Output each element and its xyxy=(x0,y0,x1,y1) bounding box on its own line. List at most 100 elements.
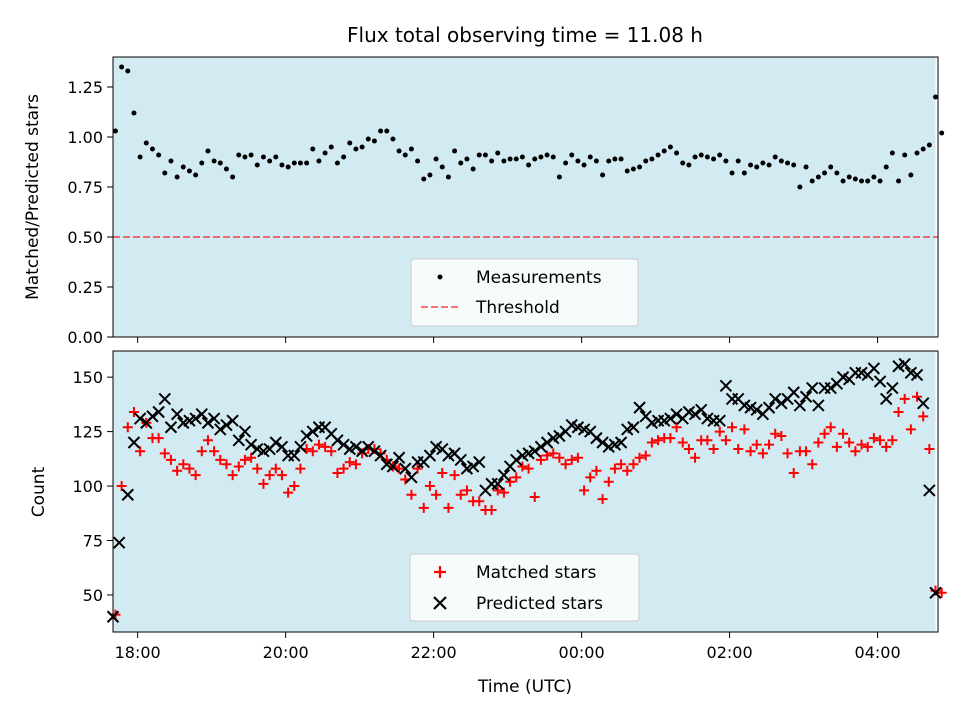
matched-star-point xyxy=(332,467,343,478)
top-y-tick-label: 1.25 xyxy=(67,78,103,97)
predicted-star-point xyxy=(910,368,924,382)
matched-star-point xyxy=(690,452,701,463)
measurement-point xyxy=(674,150,680,156)
measurement-point xyxy=(778,158,784,164)
measurement-point xyxy=(507,156,513,162)
matched-star-point xyxy=(560,459,571,470)
predicted-star-point xyxy=(528,444,541,458)
measurement-point xyxy=(408,146,414,152)
matched-star-point xyxy=(474,496,485,507)
predicted-star-point xyxy=(670,407,683,421)
measurement-point xyxy=(791,162,797,168)
matched-star-point xyxy=(239,454,250,465)
measurement-point xyxy=(482,152,488,158)
measurement-point xyxy=(569,152,575,158)
measurement-point xyxy=(896,178,902,184)
measurement-point xyxy=(754,164,760,170)
measurement-point xyxy=(285,164,291,170)
predicted-star-point xyxy=(399,462,412,475)
measurement-point xyxy=(365,136,371,142)
predicted-star-point xyxy=(596,436,609,449)
bottom-legend: Matched stars Predicted stars xyxy=(409,553,640,622)
matched-star-point xyxy=(609,463,620,474)
predicted-star-point xyxy=(929,586,942,599)
matched-star-point xyxy=(640,450,651,461)
predicted-star-point xyxy=(688,407,702,421)
predicted-star-point xyxy=(898,357,911,371)
predicted-star-point xyxy=(799,390,813,403)
matched-star-point xyxy=(653,435,664,446)
legend-matched-label: Matched stars xyxy=(476,563,596,583)
predicted-star-point xyxy=(386,460,400,473)
measurement-point xyxy=(452,148,458,154)
measurement-point xyxy=(125,68,131,74)
measurement-point xyxy=(119,64,125,70)
measurement-point xyxy=(458,160,464,166)
measurement-point xyxy=(815,174,821,180)
bottom-plot-content xyxy=(106,357,947,623)
matched-star-point xyxy=(782,448,793,459)
predicted-star-point xyxy=(762,401,776,414)
measurement-point xyxy=(692,154,698,160)
measurement-point xyxy=(162,170,168,176)
measurement-point xyxy=(760,160,766,166)
bottom-panel: 50 75 100 125 150 18:00 20:00 22:00 00:00 02:00 0… xyxy=(29,350,947,697)
predicted-star-point xyxy=(244,438,258,451)
predicted-star-point xyxy=(269,436,282,449)
measurement-point xyxy=(587,154,593,160)
matched-star-point xyxy=(431,489,442,500)
matched-star-point xyxy=(505,476,516,487)
measurement-point xyxy=(236,152,242,158)
matched-star-point xyxy=(492,485,503,496)
predicted-star-point xyxy=(491,477,504,491)
predicted-star-point xyxy=(349,440,363,454)
predicted-star-point xyxy=(195,407,208,421)
matched-star-point xyxy=(418,502,429,513)
measurement-point xyxy=(846,174,852,180)
matched-star-point xyxy=(708,444,719,455)
chart-title: Flux total observing time = 11.08 h xyxy=(347,23,703,47)
predicted-star-point xyxy=(769,392,782,406)
measurement-point xyxy=(421,176,427,182)
predicted-star-point xyxy=(275,440,289,454)
predicted-star-point xyxy=(473,455,486,469)
top-legend: Measurements Threshold xyxy=(410,258,639,327)
matched-star-point xyxy=(233,461,244,472)
predicted-star-point xyxy=(189,412,202,425)
measurement-point xyxy=(445,174,451,180)
measurement-point xyxy=(883,164,889,170)
measurement-point xyxy=(384,128,390,134)
matched-star-point xyxy=(702,435,713,446)
measurement-point xyxy=(538,154,544,160)
matched-star-point xyxy=(165,454,176,465)
predicted-star-point xyxy=(306,425,319,438)
bottom-x-tick-label: 20:00 xyxy=(263,643,309,662)
bottom-legend-box xyxy=(409,553,640,622)
predicted-star-point xyxy=(214,423,227,436)
matched-star-point xyxy=(665,433,676,444)
matched-star-point xyxy=(326,446,337,457)
matched-star-point xyxy=(862,441,873,452)
predicted-star-point xyxy=(824,381,837,395)
predicted-star-point xyxy=(664,412,677,425)
measurement-point xyxy=(137,154,143,160)
predicted-star-point xyxy=(220,418,233,432)
predicted-star-point xyxy=(713,414,726,427)
predicted-star-point xyxy=(300,429,313,443)
measurement-point xyxy=(470,166,476,172)
matched-star-point xyxy=(406,489,417,500)
matched-star-point xyxy=(714,426,725,437)
measurement-point xyxy=(575,158,581,164)
predicted-star-point xyxy=(466,460,480,473)
predicted-star-point xyxy=(510,453,523,467)
matched-star-point xyxy=(486,505,497,516)
measurement-point xyxy=(402,152,408,158)
bottom-y-tick-label: 125 xyxy=(72,423,103,442)
measurement-point xyxy=(581,162,587,168)
measurement-point xyxy=(741,170,747,176)
measurement-point xyxy=(513,156,519,162)
measurement-point xyxy=(519,154,525,160)
matched-star-point xyxy=(770,428,781,439)
matched-star-point xyxy=(905,424,916,435)
measurement-point xyxy=(717,152,723,158)
